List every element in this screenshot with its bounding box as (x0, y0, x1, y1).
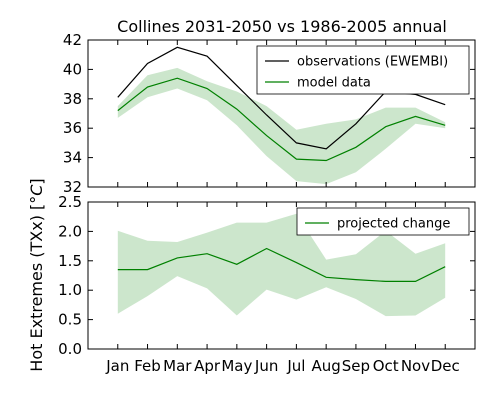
legend-label: projected change (337, 217, 450, 232)
chart-title: Collines 2031-2050 vs 1986-2005 annual (117, 17, 447, 36)
y-tick-label: 36 (63, 119, 82, 137)
x-tick-label-sep: Sep (342, 357, 370, 375)
bottom-panel: 0.0 0.5 1.0 1.5 2.0 2.5 Jan Feb Mar Apr May Jun Jul A… (58, 193, 476, 375)
y-tick-label: 0.0 (58, 340, 82, 358)
x-tick-label-mar: Mar (163, 357, 192, 375)
legend-box (296, 207, 470, 236)
y-tick-label: 40 (63, 60, 82, 78)
y-tick-label: 0.5 (58, 311, 82, 329)
y-tick-label: 1.5 (58, 252, 82, 270)
series-line-projected (117, 247, 446, 282)
y-axis-label: Hot Extremes (TXx) [°C] (27, 178, 46, 371)
axes-frame-bottom (87, 201, 476, 350)
y-tick-label: 32 (63, 178, 82, 196)
series-line-model (117, 77, 446, 162)
y-tick-label: 1.0 (58, 281, 82, 299)
legend-label: observations (EWEMBI) (297, 55, 448, 70)
legend-box (256, 45, 470, 95)
x-tick-label-apr: Apr (194, 357, 221, 375)
y-tick-label: 2.5 (58, 193, 82, 211)
x-tick-label-aug: Aug (312, 357, 341, 375)
y-tick-label: 2.0 (58, 222, 82, 240)
y-tick-label: 38 (63, 90, 82, 108)
legend-bottom: projected change (296, 207, 470, 236)
x-tick-label-oct: Oct (373, 357, 399, 375)
x-tick-label-jun: Jun (254, 357, 278, 375)
x-tick-label-jul: Jul (286, 357, 305, 375)
uncertainty-band-bottom (117, 213, 446, 317)
x-tick-label-jan: Jan (105, 357, 129, 375)
x-tick-label-feb: Feb (134, 357, 161, 375)
legend-label: model data (297, 76, 371, 91)
y-tick-label: 34 (63, 149, 82, 167)
legend-top: observations (EWEMBI) model data (256, 45, 470, 95)
uncertainty-band-top (117, 67, 446, 185)
x-tick-label-dec: Dec (431, 357, 460, 375)
x-tick-label-may: May (221, 357, 252, 375)
y-tick-label: 42 (63, 31, 82, 49)
axes-frame-top (87, 39, 476, 188)
x-tick-label-nov: Nov (401, 357, 430, 375)
top-panel: 32 34 36 38 40 42 observations (EWEMBI) model d… (63, 31, 476, 196)
